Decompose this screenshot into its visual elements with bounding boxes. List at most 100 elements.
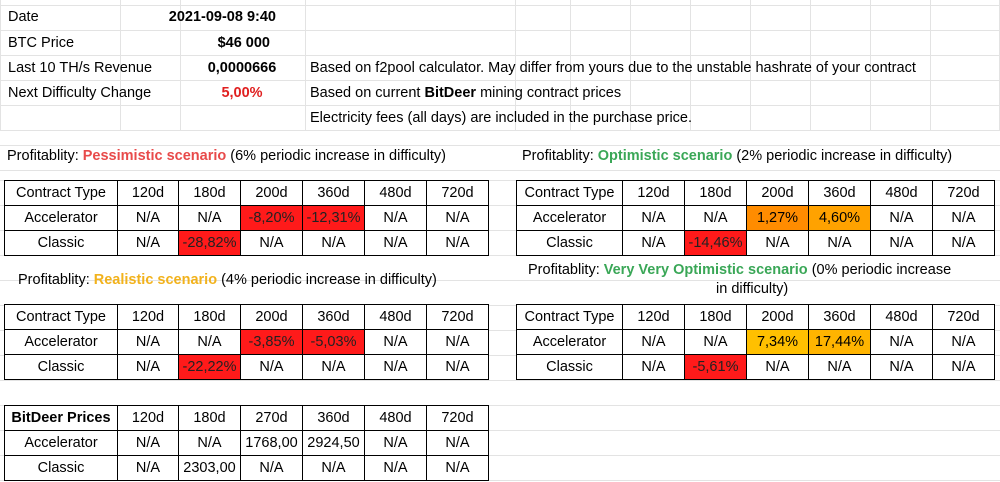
gridline-horizontal <box>0 5 1000 6</box>
table-cell[interactable]: N/A <box>932 329 995 355</box>
table-cell[interactable]: N/A <box>178 205 241 231</box>
table-cell[interactable]: -12,31% <box>302 205 365 231</box>
table-cell[interactable]: -28,82% <box>178 230 241 256</box>
table-cell[interactable]: N/A <box>870 329 933 355</box>
table-cell[interactable]: N/A <box>302 354 365 380</box>
difficulty-value[interactable]: 5,00% <box>221 85 263 101</box>
gridline-vertical <box>0 0 1 130</box>
table-cell[interactable]: N/A <box>746 354 809 380</box>
table-cell[interactable]: N/A <box>117 430 179 456</box>
header-cell: 270d <box>240 405 303 431</box>
table-cell[interactable]: N/A <box>240 354 303 380</box>
table-cell[interactable]: N/A <box>426 230 489 256</box>
table-cell[interactable]: N/A <box>426 354 489 380</box>
table-cell[interactable]: N/A <box>870 205 933 231</box>
table-cell[interactable]: N/A <box>117 230 179 256</box>
table-cell[interactable]: N/A <box>746 230 809 256</box>
table-cell[interactable]: N/A <box>870 230 933 256</box>
row-label: Classic <box>516 354 623 380</box>
table-cell[interactable]: N/A <box>364 329 427 355</box>
table-cell[interactable]: N/A <box>178 430 241 456</box>
table-cell[interactable]: -22,22% <box>178 354 241 380</box>
table-cell[interactable]: N/A <box>117 354 179 380</box>
table-cell[interactable]: 2924,50 <box>302 430 365 456</box>
table-cell[interactable]: N/A <box>178 329 241 355</box>
gridline-horizontal <box>0 355 1000 356</box>
table-cell[interactable]: N/A <box>364 354 427 380</box>
table-cell[interactable]: N/A <box>622 329 685 355</box>
table-cell[interactable]: N/A <box>932 354 995 380</box>
table-row: Classic N/A 2303,00 N/A N/A N/A N/A <box>4 455 489 481</box>
table-cell[interactable]: N/A <box>932 230 995 256</box>
header-cell: 200d <box>240 304 303 330</box>
table-cell[interactable]: N/A <box>117 455 179 481</box>
table-cell[interactable]: N/A <box>622 354 685 380</box>
header-cell: 360d <box>302 180 365 206</box>
table-row: Classic N/A -22,22% N/A N/A N/A N/A <box>4 354 489 380</box>
table-cell[interactable]: -5,03% <box>302 329 365 355</box>
btc-price-label: BTC Price <box>8 35 75 51</box>
table-cell[interactable]: N/A <box>364 205 427 231</box>
table-header-row: BitDeer Prices 120d 180d 270d 360d 480d … <box>4 405 489 431</box>
revenue-value[interactable]: 0,0000666 <box>207 60 277 76</box>
gridline-vertical <box>810 0 811 130</box>
table-cell[interactable]: 1,27% <box>746 205 809 231</box>
table-cell[interactable]: N/A <box>684 329 747 355</box>
table-cell[interactable]: N/A <box>302 455 365 481</box>
table-cell[interactable]: N/A <box>240 230 303 256</box>
optimistic-table: Contract Type 120d 180d 200d 360d 480d 7… <box>516 180 995 256</box>
table-cell[interactable]: 2303,00 <box>178 455 241 481</box>
gridline-horizontal <box>0 170 1000 171</box>
note-electricity: Electricity fees (all days) are included… <box>310 110 693 126</box>
btc-price-value[interactable]: $46 000 <box>217 35 270 51</box>
table-cell[interactable]: N/A <box>426 329 489 355</box>
table-cell[interactable]: N/A <box>808 354 871 380</box>
date-value[interactable]: 2021-09-08 9:40 <box>168 9 276 25</box>
table-cell[interactable]: N/A <box>426 430 489 456</box>
table-cell[interactable]: 4,60% <box>808 205 871 231</box>
bitdeer-prices-table: BitDeer Prices 120d 180d 270d 360d 480d … <box>4 405 489 481</box>
table-cell[interactable]: -14,46% <box>684 230 747 256</box>
table-cell[interactable]: -8,20% <box>240 205 303 231</box>
gridline-horizontal <box>0 180 1000 181</box>
table-cell[interactable]: N/A <box>364 230 427 256</box>
table-cell[interactable]: -3,85% <box>240 329 303 355</box>
header-cell: 120d <box>622 180 685 206</box>
table-row: Accelerator N/A N/A -8,20% -12,31% N/A N… <box>4 205 489 231</box>
gridline-horizontal <box>0 55 1000 56</box>
realistic-table: Contract Type 120d 180d 200d 360d 480d 7… <box>4 304 489 380</box>
table-cell[interactable]: 17,44% <box>808 329 871 355</box>
table-header-row: Contract Type 120d 180d 200d 360d 480d 7… <box>4 304 489 330</box>
table-cell[interactable]: 1768,00 <box>240 430 303 456</box>
header-cell: 720d <box>426 304 489 330</box>
table-cell[interactable]: N/A <box>117 205 179 231</box>
gridline-horizontal <box>0 105 1000 106</box>
table-cell[interactable]: N/A <box>426 455 489 481</box>
row-label: Accelerator <box>516 329 623 355</box>
row-label: Classic <box>4 455 118 481</box>
table-cell[interactable]: N/A <box>684 205 747 231</box>
table-cell[interactable]: N/A <box>426 205 489 231</box>
table-header-row: Contract Type 120d 180d 200d 360d 480d 7… <box>4 180 489 206</box>
table-cell[interactable]: N/A <box>622 205 685 231</box>
table-cell[interactable]: N/A <box>117 329 179 355</box>
table-cell[interactable]: N/A <box>364 455 427 481</box>
header-cell: Contract Type <box>516 180 623 206</box>
header-cell: 120d <box>117 304 179 330</box>
table-row: Classic N/A -14,46% N/A N/A N/A N/A <box>516 230 995 256</box>
table-cell[interactable]: N/A <box>808 230 871 256</box>
table-cell[interactable]: N/A <box>870 354 933 380</box>
gridline-horizontal <box>0 280 1000 281</box>
header-cell: 180d <box>684 304 747 330</box>
table-cell[interactable]: N/A <box>302 230 365 256</box>
table-cell[interactable]: N/A <box>364 430 427 456</box>
header-cell: 120d <box>117 405 179 431</box>
table-cell[interactable]: N/A <box>932 205 995 231</box>
table-cell[interactable]: N/A <box>240 455 303 481</box>
table-cell[interactable]: N/A <box>622 230 685 256</box>
row-label: Classic <box>4 230 118 256</box>
table-cell[interactable]: 7,34% <box>746 329 809 355</box>
gridline-horizontal <box>0 30 1000 31</box>
table-cell[interactable]: -5,61% <box>684 354 747 380</box>
note-f2pool: Based on f2pool calculator. May differ f… <box>310 60 916 76</box>
